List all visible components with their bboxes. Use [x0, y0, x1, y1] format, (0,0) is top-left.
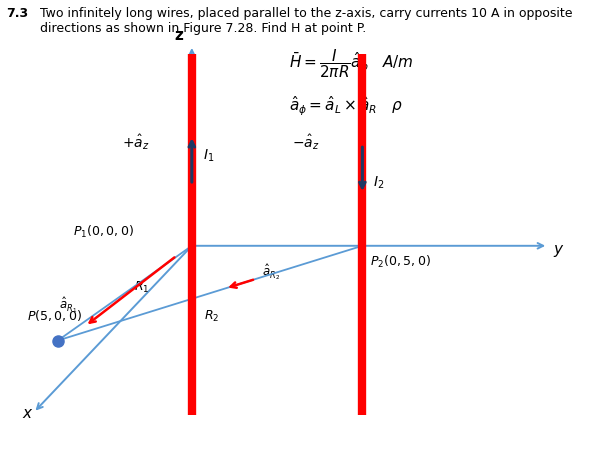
Text: $R_2$: $R_2$ — [204, 309, 219, 324]
Text: $P_2(0,5,0)$: $P_2(0,5,0)$ — [370, 254, 431, 270]
Text: $\hat{a}_{R_2}$: $\hat{a}_{R_2}$ — [262, 263, 280, 282]
Text: $\hat{a}_{R_1}$: $\hat{a}_{R_1}$ — [59, 296, 77, 315]
Text: $R_1$: $R_1$ — [134, 280, 149, 295]
Text: $P(5,0,0)$: $P(5,0,0)$ — [27, 308, 82, 323]
Text: z: z — [175, 28, 184, 43]
Text: y: y — [553, 242, 562, 257]
Text: $\hat{a}_{\phi} = \hat{a}_{L} \times \hat{a}_{R}$   $\rho$: $\hat{a}_{\phi} = \hat{a}_{L} \times \ha… — [289, 95, 403, 118]
Text: $I_2$: $I_2$ — [373, 175, 385, 191]
Text: $I_1$: $I_1$ — [203, 147, 214, 164]
Text: $+\hat{a}_z$: $+\hat{a}_z$ — [122, 132, 149, 152]
Text: x: x — [23, 406, 32, 421]
Text: Two infinitely long wires, placed parallel to the z-axis, carry currents 10 A in: Two infinitely long wires, placed parall… — [40, 7, 572, 20]
Text: $\bar{H} = \dfrac{I}{2\pi R}\hat{a}_{\phi}$   $A/m$: $\bar{H} = \dfrac{I}{2\pi R}\hat{a}_{\ph… — [289, 47, 414, 80]
Text: $P_1(0,0,0)$: $P_1(0,0,0)$ — [73, 224, 134, 240]
Text: 7.3: 7.3 — [6, 7, 28, 20]
Text: $-\hat{a}_z$: $-\hat{a}_z$ — [292, 132, 320, 152]
Text: directions as shown in Figure 7.28. Find H at point P.: directions as shown in Figure 7.28. Find… — [40, 22, 366, 35]
